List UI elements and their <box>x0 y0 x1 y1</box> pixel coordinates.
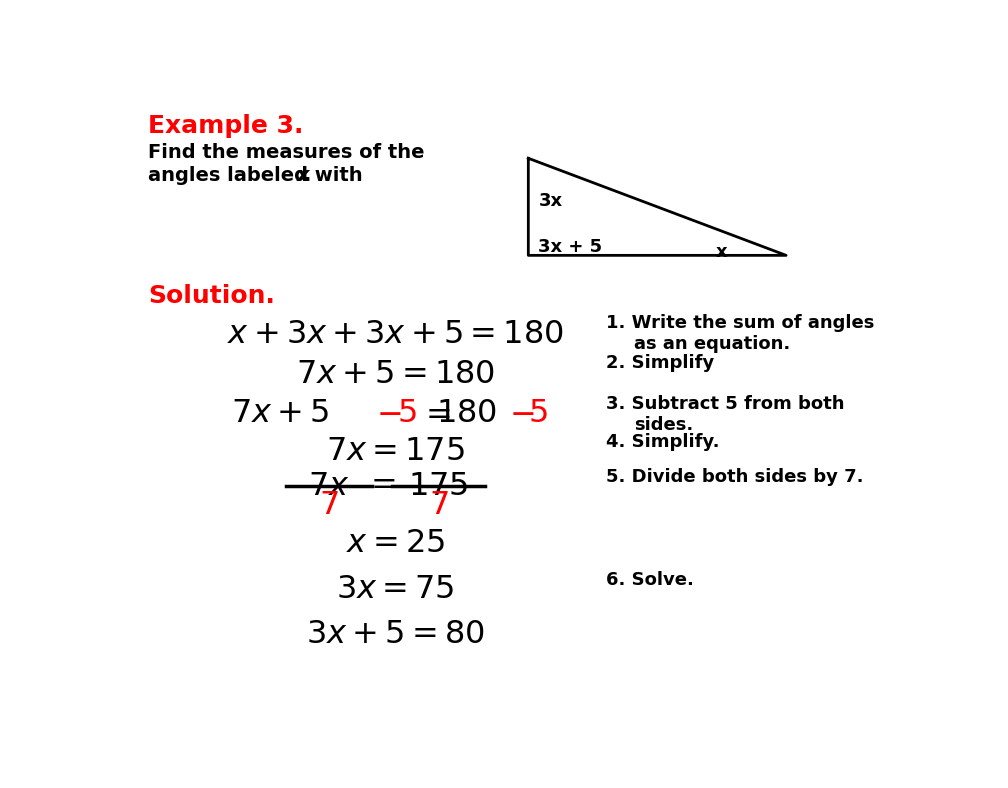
Text: $=$: $=$ <box>364 468 396 499</box>
Text: Solution.: Solution. <box>148 284 275 308</box>
Text: 4. Simplify.: 4. Simplify. <box>607 433 720 451</box>
Text: x: x <box>716 243 728 262</box>
Text: $175$: $175$ <box>408 470 469 502</box>
Text: 1. Write the sum of angles: 1. Write the sum of angles <box>607 314 875 333</box>
Text: .: . <box>304 166 311 185</box>
Text: 3. Subtract 5 from both: 3. Subtract 5 from both <box>607 395 845 413</box>
Text: $7x$: $7x$ <box>308 470 350 502</box>
Text: $-$: $-$ <box>376 398 401 429</box>
Text: $3x = 75$: $3x = 75$ <box>337 574 455 605</box>
Text: $x + 3x + 3x + 5 = 180$: $x + 3x + 3x + 5 = 180$ <box>227 319 563 350</box>
Text: $7x + 5$: $7x + 5$ <box>232 398 330 429</box>
Text: sides.: sides. <box>634 416 694 434</box>
Text: $7x + 5 = 180$: $7x + 5 = 180$ <box>296 359 495 389</box>
Text: $5$: $5$ <box>528 398 548 429</box>
Text: $x = 25$: $x = 25$ <box>346 529 445 559</box>
Text: $=$: $=$ <box>419 398 451 429</box>
Text: angles labeled with: angles labeled with <box>148 166 369 185</box>
Text: $7x = 175$: $7x = 175$ <box>326 436 465 466</box>
Text: $3x + 5 = 80$: $3x + 5 = 80$ <box>306 619 485 650</box>
Text: 3x + 5: 3x + 5 <box>538 239 603 256</box>
Text: 5. Divide both sides by 7.: 5. Divide both sides by 7. <box>607 468 864 485</box>
Text: $5$: $5$ <box>397 398 416 429</box>
Text: 6. Solve.: 6. Solve. <box>607 571 695 589</box>
Text: 3x: 3x <box>538 191 562 210</box>
Text: $7$: $7$ <box>320 490 339 521</box>
Text: x: x <box>296 166 308 185</box>
Text: Find the measures of the: Find the measures of the <box>148 143 424 162</box>
Text: as an equation.: as an equation. <box>634 336 790 354</box>
Text: $-$: $-$ <box>509 398 534 429</box>
Text: $7$: $7$ <box>428 490 449 521</box>
Text: Example 3.: Example 3. <box>148 114 303 138</box>
Text: 2. Simplify: 2. Simplify <box>607 355 715 372</box>
Text: $180$: $180$ <box>436 398 497 429</box>
